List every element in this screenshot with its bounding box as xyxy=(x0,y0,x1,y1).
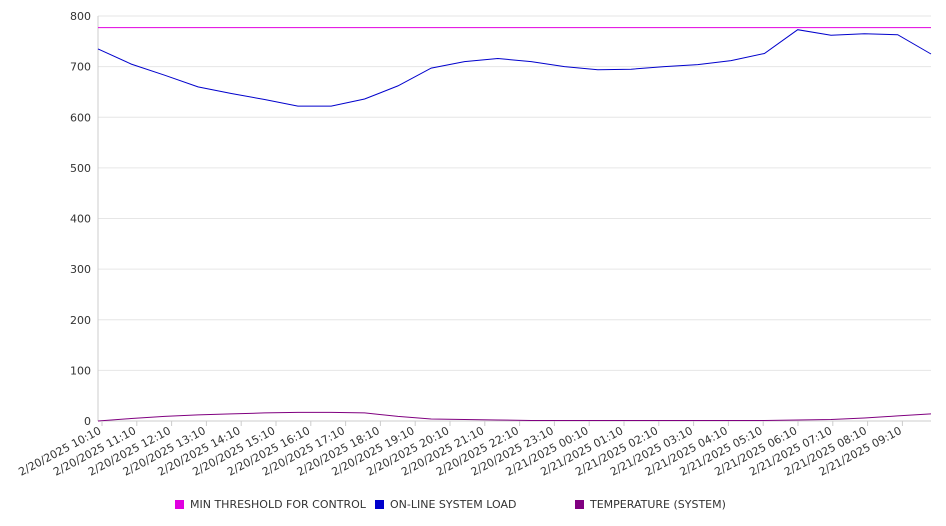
series-lines xyxy=(97,27,932,422)
y-tick-label: 500 xyxy=(70,162,91,175)
y-tick-label: 800 xyxy=(70,10,91,23)
series-line-1 xyxy=(97,29,932,107)
series-line-2 xyxy=(97,411,932,422)
legend-swatch-min-threshold xyxy=(175,500,184,509)
legend-item-system-load[interactable]: ON-LINE SYSTEM LOAD xyxy=(375,498,516,511)
y-tick-label: 400 xyxy=(70,213,91,226)
axes xyxy=(97,16,931,422)
x-axis-ticks: 2/20/2025 10:102/20/2025 11:102/20/2025 … xyxy=(16,421,904,479)
y-axis-ticks: 0 100 200 300 400 500 600 700 800 xyxy=(70,10,91,428)
y-tick-label: 200 xyxy=(70,314,91,327)
legend: MIN THRESHOLD FOR CONTROL ON-LINE SYSTEM… xyxy=(0,498,946,516)
legend-label-min-threshold: MIN THRESHOLD FOR CONTROL xyxy=(190,498,366,511)
y-tick-label: 700 xyxy=(70,61,91,74)
y-tick-label: 300 xyxy=(70,263,91,276)
y-tick-label: 0 xyxy=(84,415,91,428)
legend-swatch-system-load xyxy=(375,500,384,509)
legend-swatch-temperature xyxy=(575,500,584,509)
legend-label-temperature: TEMPERATURE (SYSTEM) xyxy=(590,498,726,511)
legend-item-temperature[interactable]: TEMPERATURE (SYSTEM) xyxy=(575,498,726,511)
y-tick-label: 100 xyxy=(70,364,91,377)
line-chart: 0 100 200 300 400 500 600 700 800 2/20/2025 10:1… xyxy=(16,10,932,479)
gridlines xyxy=(98,15,931,422)
y-tick-label: 600 xyxy=(70,111,91,124)
legend-label-system-load: ON-LINE SYSTEM LOAD xyxy=(390,498,517,511)
legend-item-min-threshold[interactable]: MIN THRESHOLD FOR CONTROL xyxy=(175,498,366,511)
